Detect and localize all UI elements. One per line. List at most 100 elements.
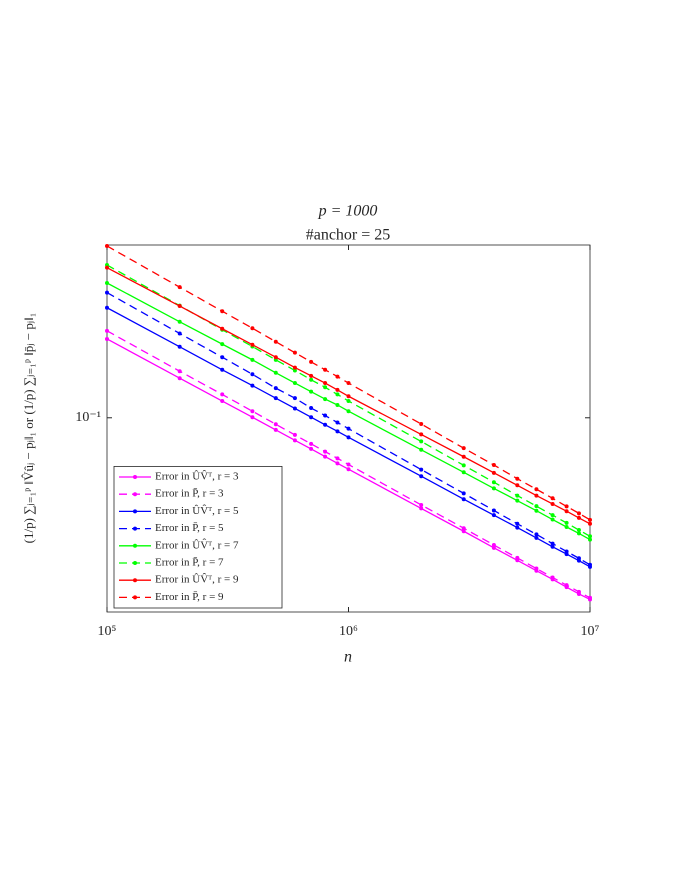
data-point [346, 394, 351, 399]
data-point [309, 389, 314, 394]
data-point [335, 420, 340, 425]
data-point [105, 265, 109, 270]
data-point [588, 562, 592, 567]
data-point [250, 357, 255, 362]
data-point [323, 449, 328, 454]
data-point [346, 399, 351, 404]
data-point [491, 543, 496, 548]
data-point [346, 381, 351, 386]
data-point [461, 529, 466, 534]
data-point [220, 367, 225, 372]
data-point [273, 396, 278, 401]
data-point [419, 467, 424, 472]
data-point [335, 374, 340, 379]
data-point [534, 508, 539, 513]
data-point [491, 508, 496, 513]
data-point [323, 422, 328, 427]
data-point [419, 502, 424, 507]
data-point [346, 435, 351, 440]
data-point [177, 331, 182, 336]
data-point [491, 470, 496, 475]
legend-label: Error in P̄, r = 5 [155, 522, 224, 534]
data-point [419, 474, 424, 479]
data-point [273, 427, 278, 432]
chart-title: p = 1000 [318, 203, 378, 220]
data-point [576, 515, 581, 520]
data-point [515, 498, 520, 503]
data-point [292, 406, 297, 411]
data-point [550, 541, 555, 546]
data-point [534, 532, 539, 537]
data-point [461, 526, 466, 531]
data-point [419, 422, 424, 427]
data-point [323, 413, 328, 418]
data-point [515, 483, 520, 488]
data-point [177, 285, 182, 290]
data-point [105, 243, 109, 248]
legend-label: Error in ÛV̂ᵀ, r = 9 [155, 573, 239, 586]
data-point [292, 365, 297, 370]
data-point [220, 392, 225, 397]
data-point [335, 429, 340, 434]
chart-subtitle: #anchor = 25 [306, 227, 391, 244]
data-point [177, 304, 182, 309]
data-point [461, 497, 466, 502]
data-point [220, 309, 225, 314]
data-point [588, 521, 592, 526]
data-point [273, 339, 278, 344]
data-point [346, 467, 351, 472]
data-point [323, 385, 328, 390]
data-point [564, 520, 569, 525]
data-point [335, 456, 340, 461]
data-point [250, 372, 255, 377]
data-point [309, 415, 314, 420]
data-point [550, 575, 555, 580]
data-point [323, 397, 328, 402]
data-point [309, 377, 314, 382]
data-point [588, 595, 592, 600]
legend-marker [133, 492, 137, 497]
data-point [273, 370, 278, 375]
data-point [564, 549, 569, 554]
data-point [250, 326, 255, 331]
data-point [105, 336, 109, 341]
data-point [346, 462, 351, 467]
data-point [534, 487, 539, 492]
data-point [576, 511, 581, 516]
data-point [323, 454, 328, 459]
data-point [588, 537, 592, 542]
data-point [177, 369, 182, 374]
legend-marker [133, 509, 137, 514]
legend-marker [133, 526, 137, 531]
data-point [250, 409, 255, 414]
data-point [292, 396, 297, 401]
data-point [564, 509, 569, 514]
data-point [534, 535, 539, 540]
data-point [588, 534, 592, 539]
legend-label: Error in P̄, r = 9 [155, 591, 224, 603]
data-point [105, 290, 109, 295]
data-point [576, 589, 581, 594]
data-point [576, 528, 581, 533]
data-point [515, 493, 520, 498]
data-point [550, 544, 555, 549]
data-point [419, 447, 424, 452]
data-point [335, 392, 340, 397]
data-point [564, 583, 569, 588]
legend-marker [133, 595, 137, 600]
legend: Error in ÛV̂ᵀ, r = 3 Error in P̄, r = 3 Er… [113, 465, 283, 609]
data-point [292, 432, 297, 437]
x-tick-label: 10⁵ [98, 624, 117, 639]
data-point [177, 319, 182, 324]
legend-marker [133, 578, 137, 583]
data-point [105, 280, 109, 285]
data-point [550, 513, 555, 518]
data-point [346, 409, 351, 414]
data-point [335, 461, 340, 466]
data-point [292, 368, 297, 373]
data-point [273, 355, 278, 360]
data-point [564, 525, 569, 530]
data-point [309, 406, 314, 411]
data-point [491, 480, 496, 485]
